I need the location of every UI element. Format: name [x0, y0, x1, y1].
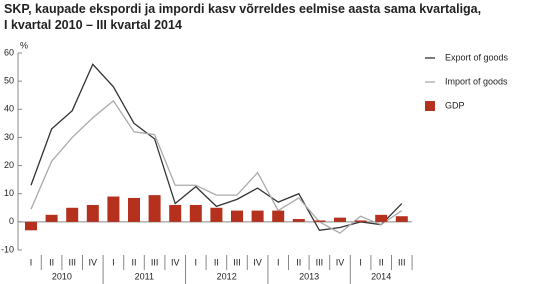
bar: [375, 214, 388, 222]
x-tick-label: I: [30, 257, 33, 267]
y-tick-label: 60: [4, 47, 14, 57]
y-tick-label: 20: [4, 160, 14, 170]
x-tick-label: III: [398, 257, 406, 267]
legend-label: GDP: [445, 100, 465, 110]
bar: [189, 204, 202, 222]
x-tick-label: IV: [89, 257, 98, 267]
bar: [292, 219, 305, 222]
y-tick-label: -10: [1, 244, 14, 254]
legend-swatch: [425, 101, 435, 111]
bar: [86, 204, 99, 222]
x-tick-label: III: [151, 257, 159, 267]
year-label: 2010: [52, 271, 72, 281]
bar: [251, 210, 264, 222]
y-axis-label: %: [20, 40, 28, 50]
y-tick-label: 50: [4, 76, 14, 86]
x-tick-label: III: [233, 257, 241, 267]
x-tick-label: IV: [253, 257, 262, 267]
year-label: 2014: [371, 271, 391, 281]
x-tick-label: I: [112, 257, 115, 267]
bar: [354, 220, 367, 222]
bar: [107, 196, 120, 222]
chart-title: I kvartal 2010 – III kvartal 2014: [4, 18, 182, 32]
y-tick-label: 10: [4, 188, 14, 198]
line: [30, 63, 403, 232]
y-tick-label: 40: [4, 104, 14, 114]
legend-label: Export of goods: [445, 52, 509, 62]
legend-label: Import of goods: [445, 76, 508, 86]
bar: [66, 207, 79, 222]
x-tick-label: III: [316, 257, 324, 267]
x-tick-label: II: [131, 257, 136, 267]
x-tick-label: II: [296, 257, 301, 267]
x-tick-label: I: [359, 257, 362, 267]
line: [30, 99, 403, 234]
bar: [231, 210, 243, 222]
bar: [210, 207, 223, 222]
bar: [313, 220, 326, 222]
x-tick-label: II: [49, 257, 54, 267]
x-tick-label: III: [68, 257, 76, 267]
bar: [169, 204, 182, 222]
bar: [25, 221, 37, 231]
y-tick-label: 30: [4, 132, 14, 142]
year-label: 2012: [217, 271, 237, 281]
x-tick-label: I: [277, 257, 280, 267]
x-tick-label: II: [214, 257, 219, 267]
chart-title: SKP, kaupade ekspordi ja impordi kasv võ…: [4, 2, 481, 16]
x-tick-label: IV: [336, 257, 345, 267]
y-tick-label: 0: [9, 216, 14, 226]
x-tick-label: IV: [171, 257, 180, 267]
x-tick-label: II: [379, 257, 384, 267]
bar: [334, 217, 346, 222]
bar: [148, 195, 161, 222]
year-label: 2013: [299, 271, 319, 281]
bar: [272, 210, 285, 222]
x-tick-label: I: [195, 257, 198, 267]
bar: [395, 216, 408, 222]
bar: [45, 214, 58, 222]
year-label: 2011: [135, 271, 154, 281]
bar: [128, 197, 140, 222]
